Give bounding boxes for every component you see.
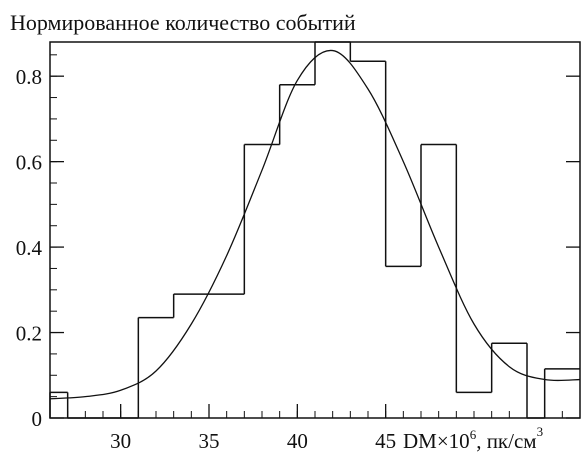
y-axis: 0 0.2 0.4 0.6 0.8 <box>16 54 580 431</box>
x-axis-label-unit: , пк/см <box>476 429 536 453</box>
x-tick-label: 45 <box>375 429 396 453</box>
x-axis-label-exponent: 6 <box>470 427 477 442</box>
histogram <box>49 41 580 419</box>
x-tick-label: 40 <box>287 429 308 453</box>
x-tick-label: 35 <box>199 429 220 453</box>
chart-title: Нормированное количество событий <box>10 10 356 35</box>
fit-curve <box>49 49 581 400</box>
x-axis-label-unit-exponent: 3 <box>537 424 544 439</box>
y-tick-label: 0.6 <box>16 151 42 175</box>
y-tick-label: 0.2 <box>16 322 42 346</box>
plot-frame <box>49 41 581 419</box>
x-axis-label-base: DM×10 <box>403 429 470 453</box>
y-tick-label: 0 <box>32 407 43 431</box>
x-tick-label: 30 <box>110 429 131 453</box>
y-tick-label: 0.4 <box>16 236 43 260</box>
x-axis-label: DM×106, пк/см3 <box>403 424 543 453</box>
y-tick-label: 0.8 <box>16 65 42 89</box>
